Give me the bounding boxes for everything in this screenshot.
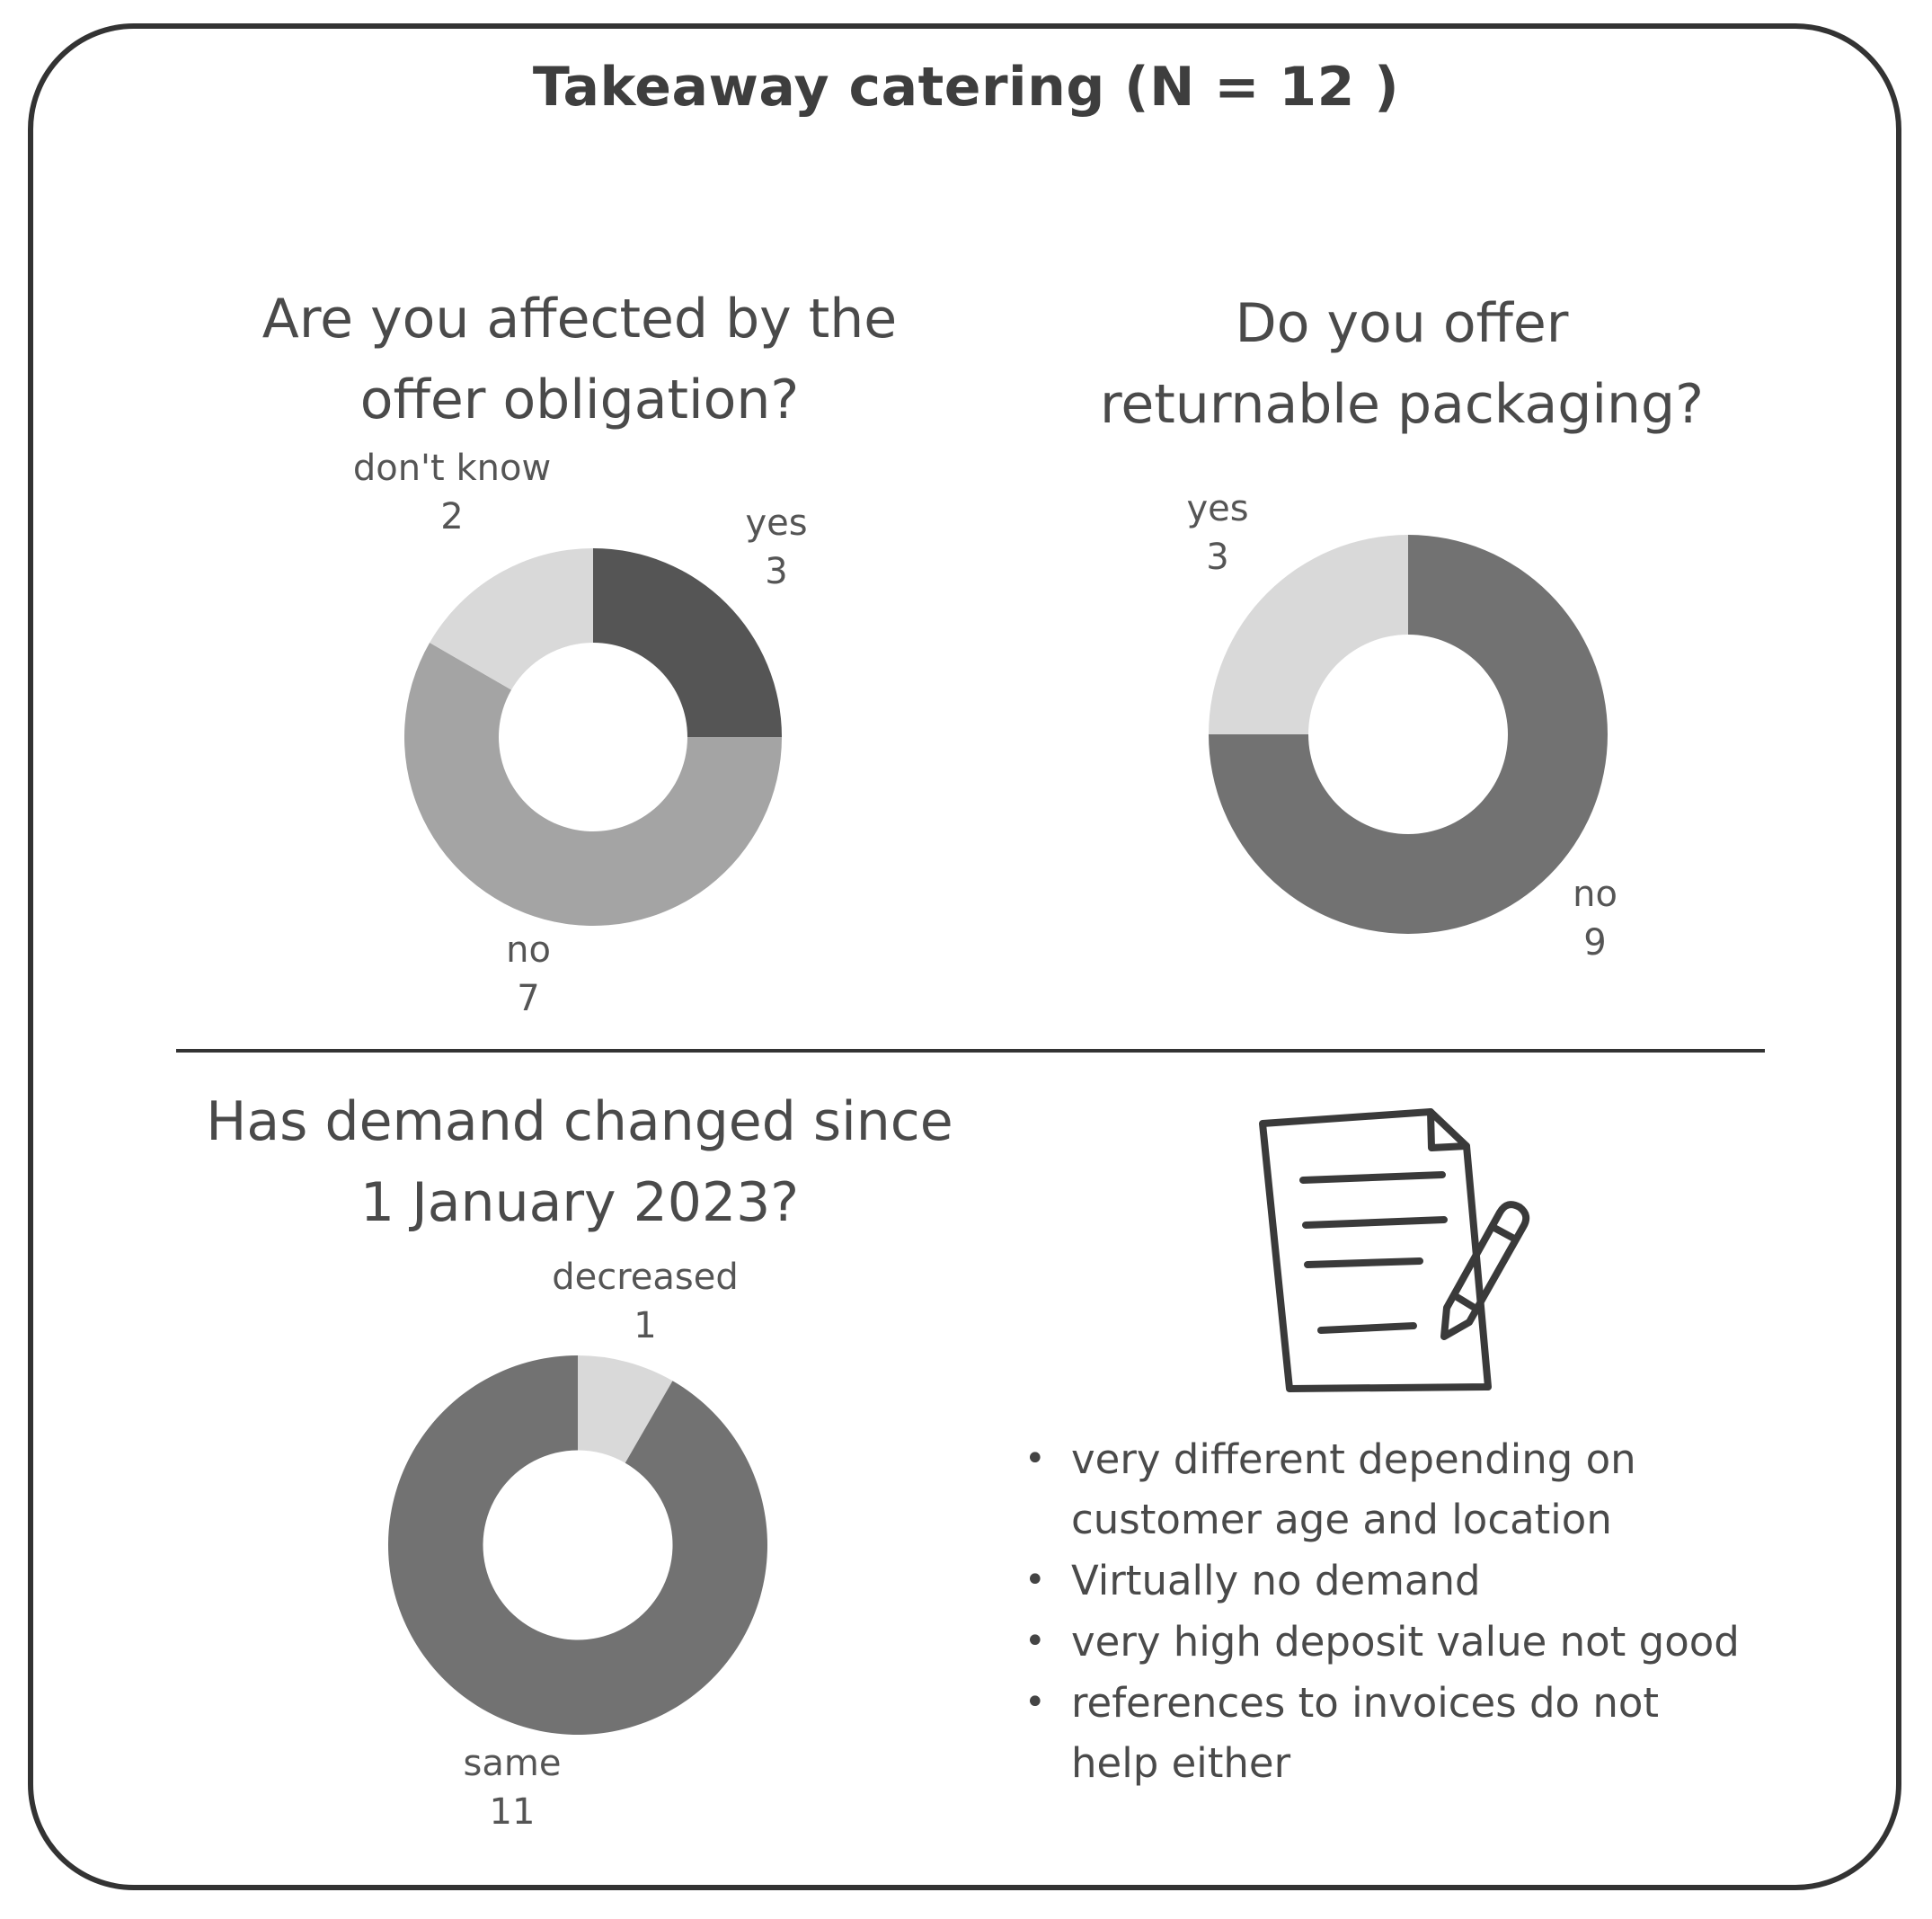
slice-label-yes: yes 3 [745,499,807,596]
slice-label-same-value: 11 [489,1791,536,1833]
slice-label-no-text: no [506,929,551,971]
document-with-pencil-icon [1259,1108,1530,1392]
question-affected-title: Are you affected by the offer obligation… [189,279,970,440]
slice-label-same: same 11 [464,1739,562,1836]
note-item-line: Virtually no demand [1071,1557,1481,1604]
note-item: very high deposit value not good [1024,1612,1806,1672]
slice-label-no: no 7 [506,926,551,1023]
donut-slice-yes [593,548,782,737]
note-item: references to invoices do not help eithe… [1024,1673,1806,1793]
note-item-line: references to invoices do not [1071,1679,1660,1727]
section-divider [176,1049,1765,1053]
infographic-title: Takeaway catering (N = 12 ) [532,56,1400,119]
slice-label-returnable-yes: yes 3 [1186,484,1248,582]
question-demand-line-1: Has demand changed since [206,1090,953,1153]
question-returnable-line-1: Do you offer [1235,292,1569,355]
slice-label-no-value: 7 [517,978,540,1019]
question-demand-line-2: 1 January 2023? [359,1171,800,1234]
slice-label-returnable-yes-text: yes [1186,488,1249,529]
donut-chart-returnable [1209,535,1608,934]
note-item-line: very high deposit value not good [1071,1618,1740,1666]
question-returnable-title: Do you offer returnable packaging? [1006,283,1797,445]
donut-slice-no [1209,535,1608,934]
slice-label-yes-text: yes [745,502,808,544]
donut-chart-demand [388,1355,767,1735]
donut-slice-no [404,643,782,926]
note-item-line: very different depending on [1071,1435,1636,1483]
slice-label-returnable-no: no 9 [1573,870,1617,967]
slice-label-decreased-value: 1 [634,1305,657,1346]
donut-slice-decreased [578,1355,673,1463]
slice-label-dont-know: don't know 2 [353,444,551,541]
donut-slice-yes [1209,535,1408,734]
note-item-line: help either [1071,1739,1291,1787]
slice-label-decreased: decreased 1 [552,1253,739,1350]
donut-slice-don-t-know [430,548,593,690]
slice-label-dont-know-text: don't know [352,448,552,489]
question-demand-title: Has demand changed since 1 January 2023? [162,1081,997,1243]
donut-slice-same [388,1355,767,1735]
infographic-frame [28,23,1901,1890]
question-returnable-line-2: returnable packaging? [1100,373,1704,436]
note-item: Virtually no demand [1024,1550,1806,1611]
slice-label-same-text: same [463,1743,562,1784]
slice-label-yes-value: 3 [765,551,788,592]
donut-chart-affected [404,548,782,926]
note-item-line: customer age and location [1071,1496,1612,1543]
question-affected-line-1: Are you affected by the [261,288,898,351]
slice-label-returnable-no-text: no [1573,874,1617,915]
question-affected-line-2: offer obligation? [359,369,800,431]
note-item: very different depending on customer age… [1024,1429,1806,1550]
notes-list: very different depending on customer age… [1024,1429,1806,1794]
slice-label-returnable-no-value: 9 [1583,922,1607,964]
slice-label-dont-know-value: 2 [440,496,464,537]
slice-label-decreased-text: decreased [552,1257,739,1298]
slice-label-returnable-yes-value: 3 [1206,537,1229,578]
